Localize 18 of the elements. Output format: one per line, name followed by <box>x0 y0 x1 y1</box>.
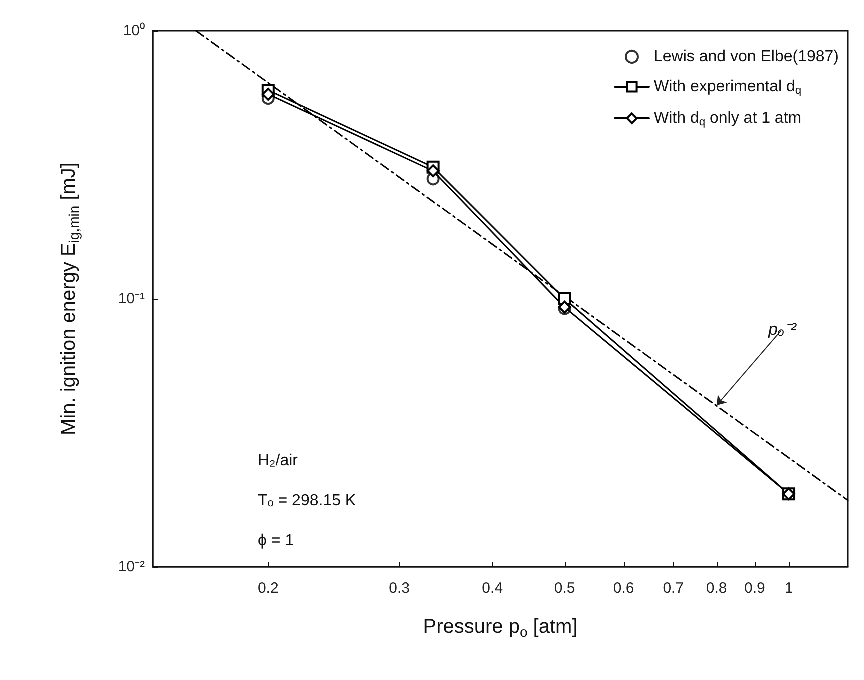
x-tick-label: 0.4 <box>482 580 504 597</box>
x-tick-label: 0.5 <box>554 580 576 597</box>
y-axis-title: Min. ignition energy Eig,min [mJ] <box>58 162 82 436</box>
x-tick-label: 0.2 <box>258 580 279 597</box>
x-tick-label: 0.3 <box>389 580 410 597</box>
annotation: Tₒ = 298.15 K <box>258 492 356 510</box>
legend-label: Lewis and von Elbe(1987) <box>654 48 840 66</box>
x-tick-label: 0.7 <box>663 580 684 597</box>
x-tick-label: 0.6 <box>613 580 634 597</box>
x-tick-label: 0.8 <box>706 580 728 597</box>
y-tick-label: 10⁻² <box>118 558 145 576</box>
x-tick-label: 1 <box>784 580 794 597</box>
y-tick-label: 10⁻¹ <box>118 290 145 308</box>
y-tick-label: 10⁰ <box>123 22 145 40</box>
annotation: ϕ = 1 <box>258 532 294 550</box>
annotation: pₒ⁻² <box>768 320 798 339</box>
annotation: H₂/air <box>258 452 299 470</box>
x-tick-label: 0.9 <box>744 580 766 597</box>
